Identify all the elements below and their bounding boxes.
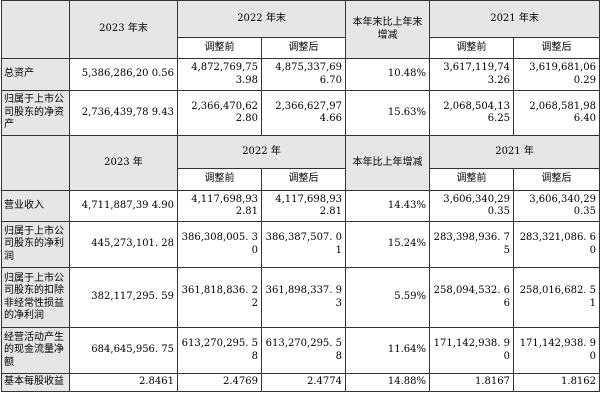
table-row: 经营活动产生的现金流量净额 684,645,956. 75 613,270,29… — [1, 327, 600, 374]
row-label-net-profit-non-recurring: 归属于上市公司股东的扣除非经常性损益的净利润 — [1, 267, 70, 328]
cell-2022-before: 361,818,836. 22 — [177, 267, 262, 328]
cell-change: 15.24% — [345, 221, 431, 268]
cell-2021-before: 258,094,532. 66 — [429, 267, 515, 328]
cell-2022-after: 2,366,627,97 4.66 — [260, 90, 347, 136]
cell-2022-before: 386,308,005. 30 — [177, 221, 262, 268]
cell-change: 5.59% — [345, 267, 431, 328]
cell-2022-before: 613,270,295. 58 — [177, 327, 262, 374]
cell-2023: 2,736,439,78 9.43 — [69, 90, 178, 136]
table2-header-2023: 2023 年 — [69, 135, 178, 191]
cell-2021-before: 283,398,936. 75 — [429, 221, 515, 268]
table1-header-2021: 2021 年末 — [429, 0, 600, 38]
cell-2023: 382,117,295. 59 — [69, 267, 178, 328]
table1-header-row: 2023 年末 2022 年末 本年末比上年末增减 2021 年末 — [1, 0, 600, 59]
cell-2022-after: 361,898,337. 93 — [260, 267, 347, 328]
cell-2021-after: 3,606,340,29 0.35 — [513, 190, 600, 222]
cell-2022-after: 4,117,698,93 2.81 — [260, 190, 347, 222]
cell-2021-before: 3,606,340,29 0.35 — [429, 190, 515, 222]
cell-2022-after: 613,270,295. 58 — [260, 327, 347, 374]
cell-change: 11.64% — [345, 327, 431, 374]
row-label-net-profit: 归属于上市公司股东的净利润 — [1, 221, 70, 268]
table-row: 归属于上市公司股东的净资产 2,736,439,78 9.43 2,366,47… — [1, 90, 600, 136]
table1-sub-2021-before: 调整前 — [429, 37, 515, 59]
table2-header-2021: 2021 年 — [429, 135, 600, 169]
row-label-net-assets: 归属于上市公司股东的净资产 — [1, 90, 70, 136]
table-row: 归属于上市公司股东的净利润 445,273,101. 28 386,308,00… — [1, 221, 600, 268]
table2-header-2022: 2022 年 — [176, 135, 347, 169]
financial-summary-table: 2023 年末 2022 年末 本年末比上年末增减 2021 年末 调整前 调整… — [1, 0, 600, 392]
table1-header-2023: 2023 年末 — [69, 0, 178, 59]
cell-2021-before: 1.8167 — [429, 373, 515, 392]
table2-sub-2022-after: 调整后 — [260, 168, 347, 191]
cell-2021-after: 1.8162 — [513, 373, 600, 392]
cell-2022-after: 2.4774 — [260, 373, 347, 392]
cell-change: 15.63% — [345, 90, 431, 136]
table2-sub-2021-before: 调整前 — [429, 168, 515, 191]
table1-sub-2022-before: 调整前 — [177, 37, 262, 59]
table2-corner-cell — [1, 135, 70, 191]
cell-2022-after: 386,387,507. 01 — [260, 221, 347, 268]
table-row: 归属于上市公司股东的扣除非经常性损益的净利润 382,117,295. 59 3… — [1, 267, 600, 328]
cell-change: 10.48% — [345, 58, 431, 91]
cell-2023: 2.8461 — [69, 373, 178, 392]
cell-2021-after: 171,142,938. 90 — [513, 327, 600, 374]
table2-subheader-row: 调整前 调整后 调整前 调整后 — [2, 168, 600, 191]
row-label-basic-eps: 基本每股收益 — [1, 373, 70, 392]
cell-2021-before: 3,617,119,74 3.26 — [429, 58, 515, 91]
cell-2022-before: 2.4769 — [177, 373, 262, 392]
cell-2023: 684,645,956. 75 — [69, 327, 178, 374]
cell-2022-before: 4,872,769,75 3.98 — [177, 58, 262, 91]
cell-change: 14.88% — [345, 373, 431, 392]
cell-2021-after: 2,068,581,98 6.40 — [513, 90, 600, 136]
table1-corner-cell — [1, 0, 70, 59]
row-label-operating-cash-flow: 经营活动产生的现金流量净额 — [1, 327, 70, 374]
table-row: 基本每股收益 2.8461 2.4769 2.4774 14.88% 1.816… — [1, 373, 600, 392]
table2-header-change: 本年比上年增减 — [345, 135, 431, 191]
cell-2023: 4,711,887,39 4.90 — [69, 190, 178, 222]
cell-2022-before: 4,117,698,93 2.81 — [177, 190, 262, 222]
table1-sub-2021-after: 调整后 — [513, 37, 600, 59]
cell-2021-before: 2,068,504,13 6.25 — [429, 90, 515, 136]
table1-sub-2022-after: 调整后 — [260, 37, 347, 59]
cell-2021-after: 283,321,086. 60 — [513, 221, 600, 268]
table-row: 营业收入 4,711,887,39 4.90 4,117,698,93 2.81… — [1, 190, 600, 222]
table-row: 总资产 5,386,286,20 0.56 4,872,769,75 3.98 … — [1, 58, 600, 91]
table2-sub-2021-after: 调整后 — [513, 168, 600, 191]
cell-2023: 5,386,286,20 0.56 — [69, 58, 178, 91]
table2-sub-2022-before: 调整前 — [177, 168, 262, 191]
row-label-revenue: 营业收入 — [1, 190, 70, 222]
row-label-total-assets: 总资产 — [1, 58, 70, 91]
cell-2022-after: 4,875,337,69 6.70 — [260, 58, 347, 91]
cell-2022-before: 2,366,470,62 2.80 — [177, 90, 262, 136]
cell-2021-before: 171,142,938. 90 — [429, 327, 515, 374]
cell-2021-after: 258,016,682. 51 — [513, 267, 600, 328]
table1-header-change: 本年末比上年末增减 — [345, 0, 431, 59]
cell-change: 14.43% — [345, 190, 431, 222]
table1-header-2022: 2022 年末 — [176, 0, 347, 38]
cell-2021-after: 3,619,681,06 0.29 — [513, 58, 600, 91]
cell-2023: 445,273,101. 28 — [69, 221, 178, 268]
table2-header-row: 2023 年 2022 年 本年比上年增减 2021 年 — [1, 135, 600, 191]
